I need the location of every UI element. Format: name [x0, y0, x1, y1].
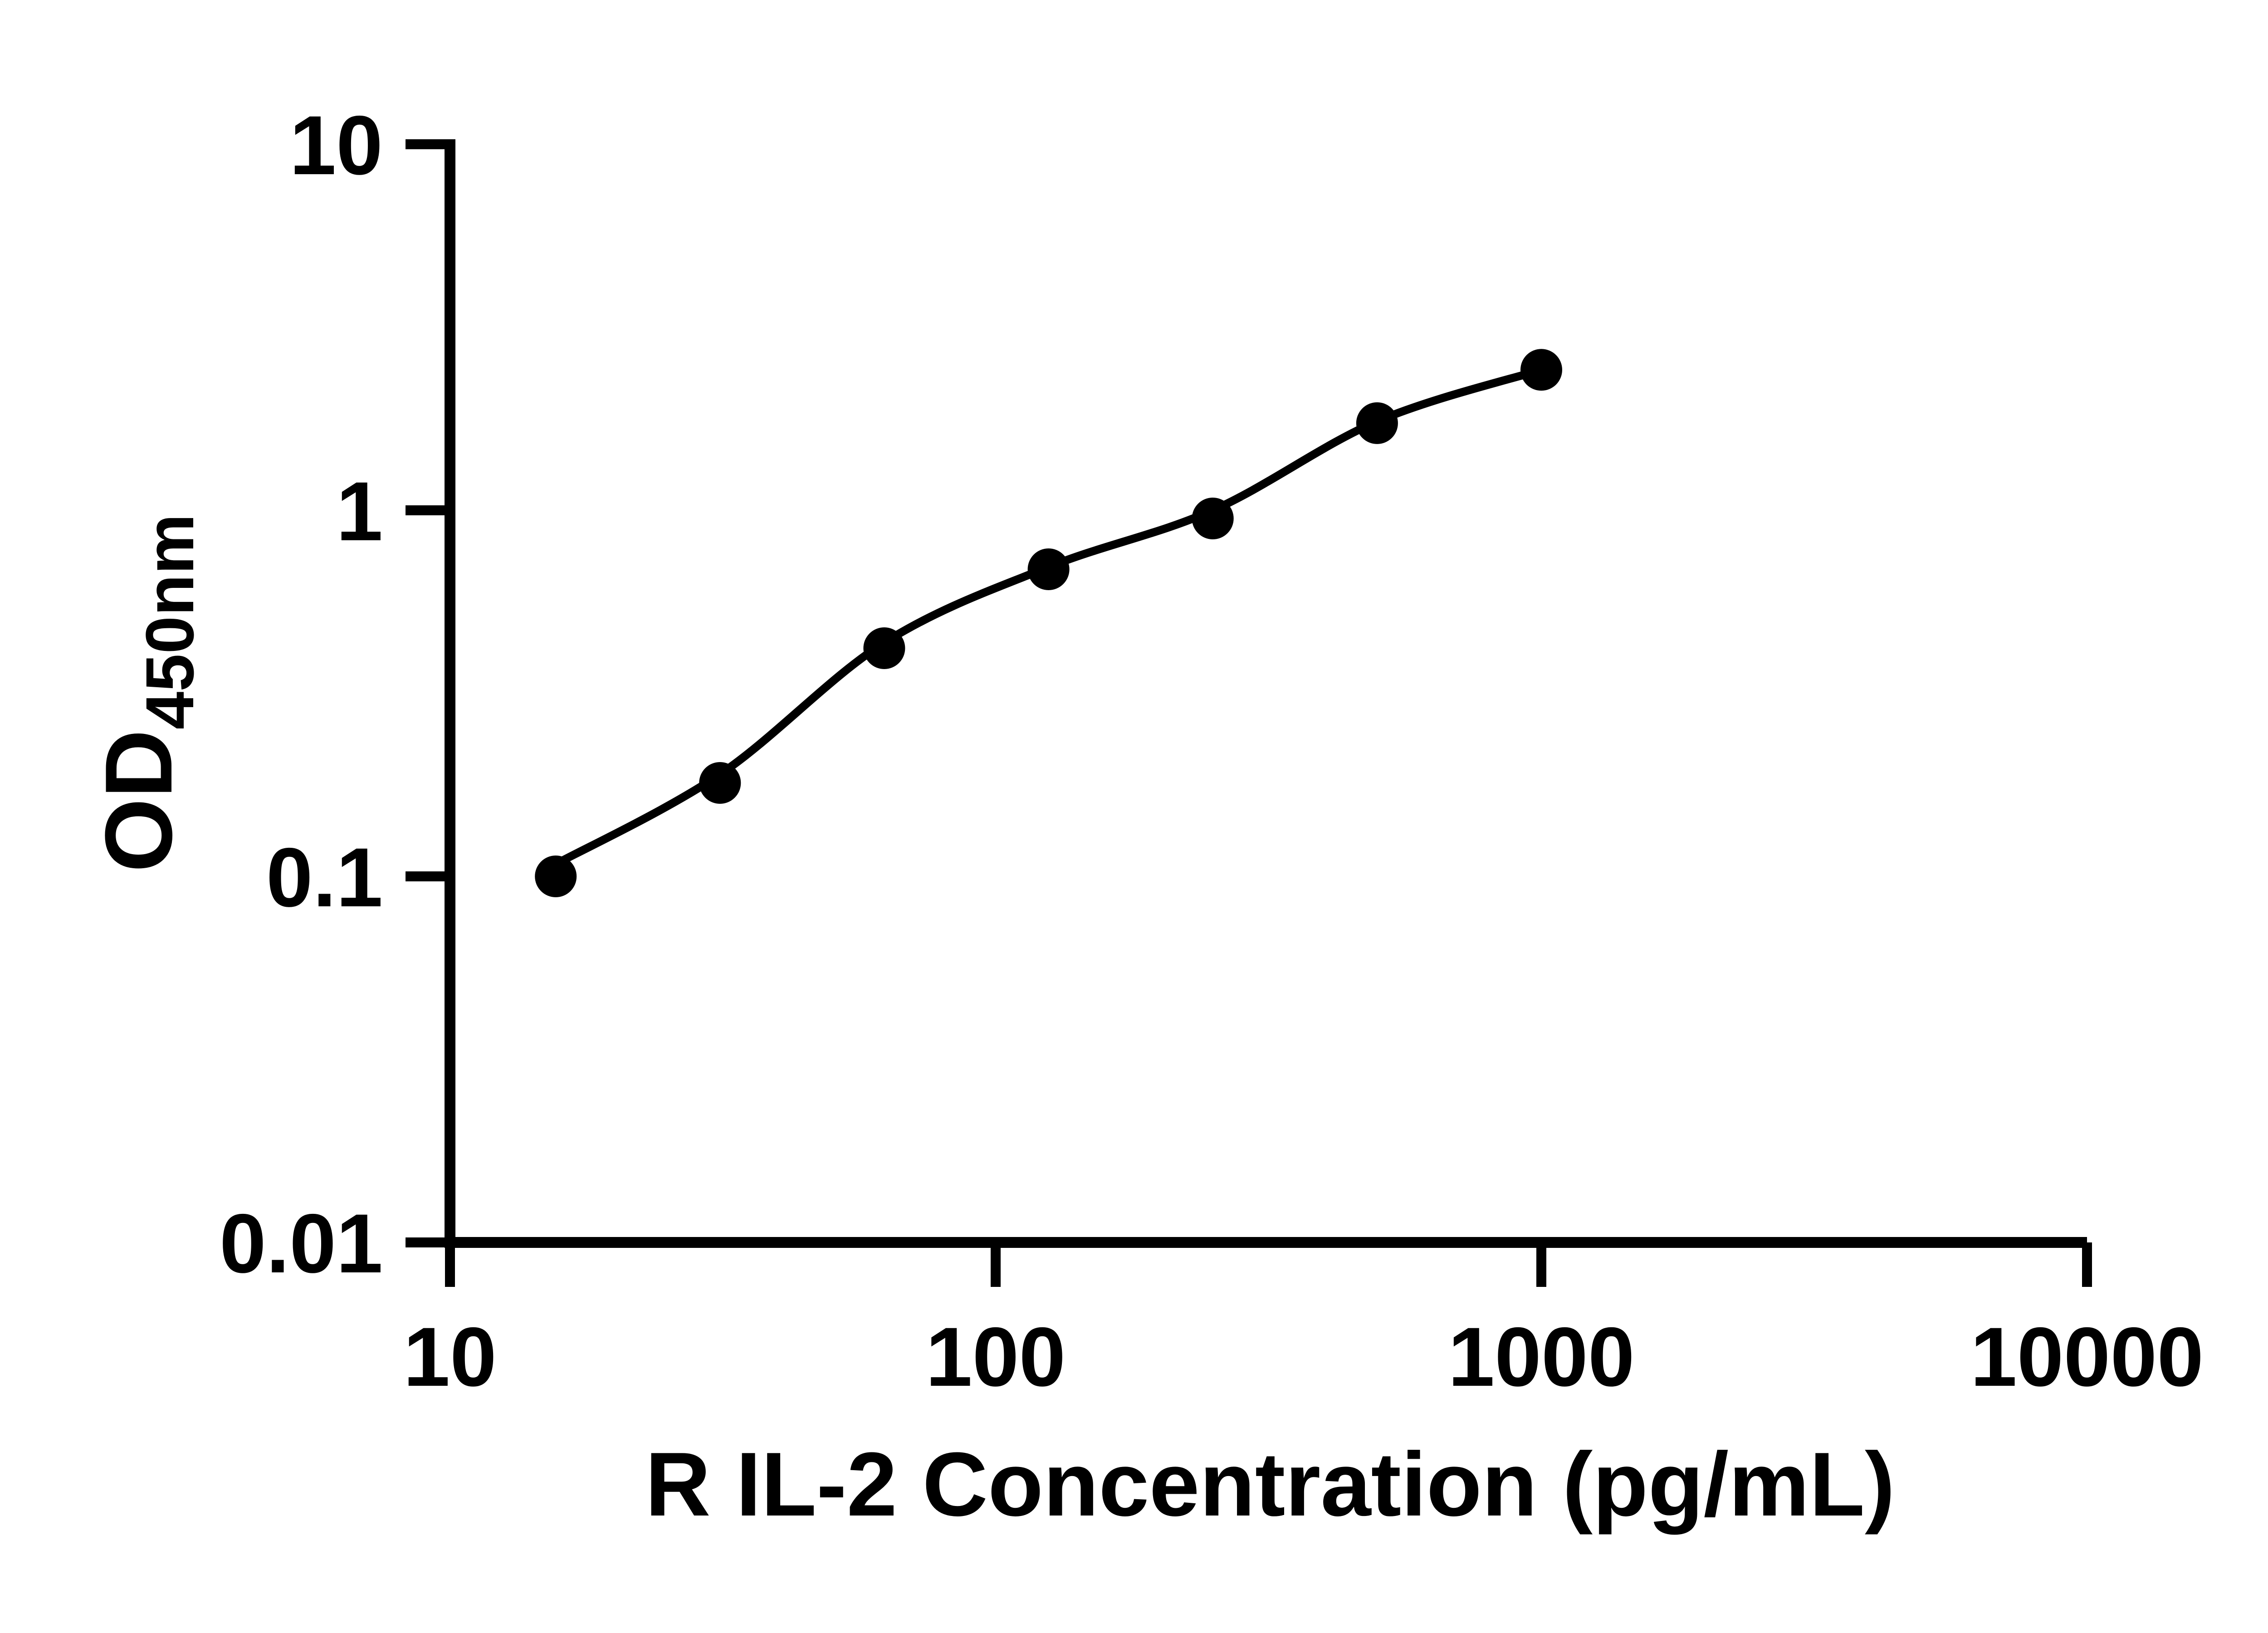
data-point-marker: [699, 762, 741, 804]
x-tick-label: 10000: [1970, 1310, 2204, 1404]
y-axis-title-subscript: 450nm: [132, 514, 208, 729]
axis-lines: [445, 139, 2087, 1248]
y-tick-labels: 10 1 0.1 0.01: [220, 99, 383, 1291]
y-tick-label: 1: [336, 465, 383, 558]
y-tick-label: 0.1: [266, 831, 383, 924]
data-point-marker: [863, 627, 905, 669]
data-points: [535, 349, 1562, 897]
x-axis-ticks: [445, 1242, 2092, 1287]
x-tick-label: 10: [403, 1310, 497, 1404]
data-point-marker: [535, 856, 577, 897]
data-point-marker: [1027, 548, 1070, 590]
x-tick-label: 100: [926, 1310, 1066, 1404]
y-axis-title: OD450nm: [85, 514, 208, 872]
data-point-marker: [1192, 498, 1234, 539]
y-tick-label: 0.01: [220, 1197, 383, 1291]
y-axis-title-main: OD: [85, 729, 192, 872]
data-point-marker: [1356, 402, 1398, 444]
y-tick-label: 10: [289, 99, 383, 192]
x-axis-title: R IL-2 Concentration (pg/mL): [645, 1434, 1895, 1535]
x-tick-label: 1000: [1448, 1310, 1635, 1404]
data-point-marker: [1520, 349, 1562, 391]
axes: [445, 139, 2087, 1248]
x-tick-labels: 10 100 1000 10000: [403, 1310, 2204, 1404]
y-axis-ticks: [406, 139, 450, 1247]
